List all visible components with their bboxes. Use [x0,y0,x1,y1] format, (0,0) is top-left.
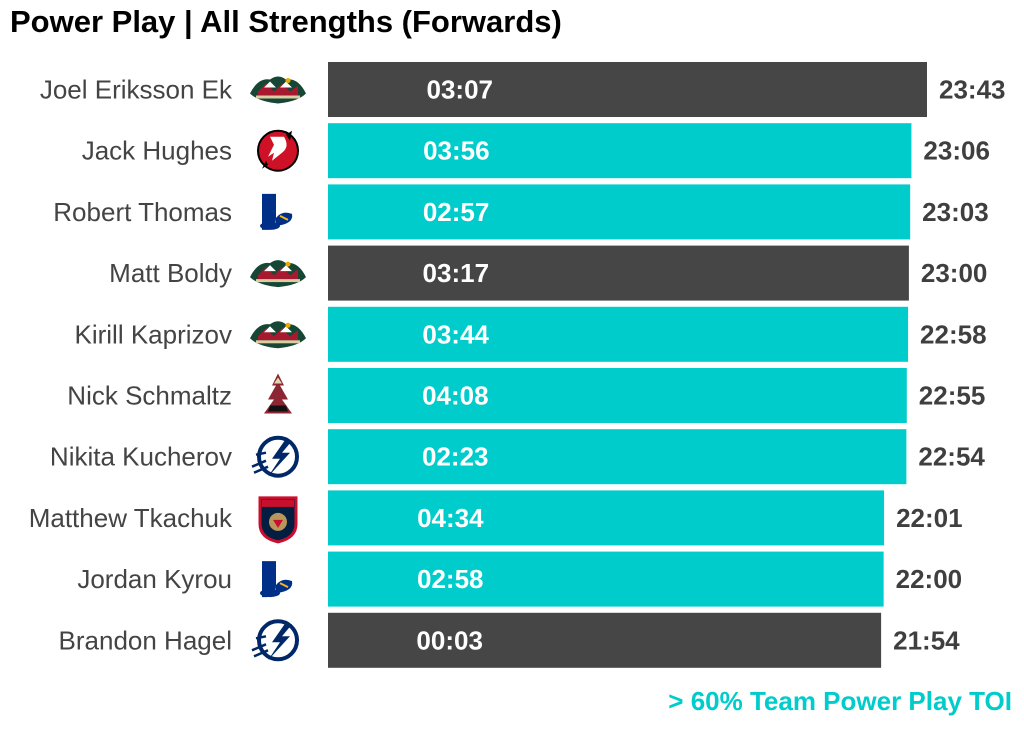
bar-row: Jack Hughes 03:56 23:06 [82,123,990,179]
tampa-bay-lightning-logo [250,435,299,479]
bar-row: Nick Schmaltz 04:08 22:55 [67,368,985,423]
player-name-label: Matt Boldy [109,258,232,288]
player-name-label: Jordan Kyrou [77,564,232,594]
bar-inner-label: 04:34 [417,503,484,533]
total-value-label: 22:01 [896,503,963,533]
bar-inner-label: 03:07 [427,75,494,105]
bar-row: Matt Boldy 03:17 23:00 [109,245,988,301]
minnesota-wild-logo [250,260,306,288]
total-value-label: 23:03 [922,197,989,227]
arizona-coyotes-logo [264,373,292,414]
bar-row: Nikita Kucherov 02:23 22:54 [50,429,985,485]
bar [328,62,927,117]
player-name-label: Robert Thomas [53,197,232,227]
bar [328,245,909,301]
player-name-label: Brandon Hagel [59,625,232,655]
bar [328,368,907,423]
total-value-label: 22:55 [919,381,986,411]
player-name-label: Nick Schmaltz [67,381,232,411]
bar-row: Robert Thomas 02:57 23:03 [53,184,989,240]
total-value-label: 22:54 [918,442,985,472]
bar [328,123,912,179]
st-louis-blues-logo [259,560,294,599]
player-name-label: Jack Hughes [82,136,232,166]
bar-inner-label: 03:44 [422,319,489,349]
bar-row: Kirill Kaprizov 03:44 22:58 [75,306,987,362]
total-value-label: 23:43 [939,75,1006,105]
bar-row: Joel Eriksson Ek 03:07 23:43 [40,62,1006,117]
bar-inner-label: 03:56 [423,136,490,166]
player-name-label: Matthew Tkachuk [29,503,233,533]
bar-inner-label: 02:58 [417,564,484,594]
bar-row: Brandon Hagel 00:03 21:54 [59,612,960,668]
total-value-label: 22:58 [920,319,987,349]
total-value-label: 22:00 [896,564,963,594]
minnesota-wild-logo [250,321,306,349]
total-value-label: 21:54 [893,625,960,655]
bar-inner-label: 02:57 [423,197,490,227]
total-value-label: 23:06 [923,136,990,166]
bar [328,551,884,607]
bar-row: Matthew Tkachuk 04:34 22:01 [29,490,963,546]
bar-row: Jordan Kyrou 02:58 22:00 [77,551,963,607]
florida-panthers-logo [258,496,298,544]
legend-caption: > 60% Team Power Play TOI [668,686,1012,716]
bar-inner-label: 03:17 [423,258,490,288]
tampa-bay-lightning-logo [250,619,299,663]
new-jersey-devils-logo [257,129,299,172]
bar-inner-label: 02:23 [422,442,489,472]
bar [328,306,909,362]
total-value-label: 23:00 [921,258,988,288]
minnesota-wild-logo [250,76,306,104]
player-name-label: Joel Eriksson Ek [40,75,233,105]
chart-title: Power Play | All Strengths (Forwards) [10,4,562,39]
bar-inner-label: 04:08 [422,381,489,411]
player-name-label: Kirill Kaprizov [75,319,233,349]
bar [328,490,885,546]
bar [328,612,882,668]
bar-inner-label: 00:03 [416,625,483,655]
st-louis-blues-logo [259,192,294,231]
bar [328,184,911,240]
bar [328,429,907,485]
player-name-label: Nikita Kucherov [50,442,232,472]
